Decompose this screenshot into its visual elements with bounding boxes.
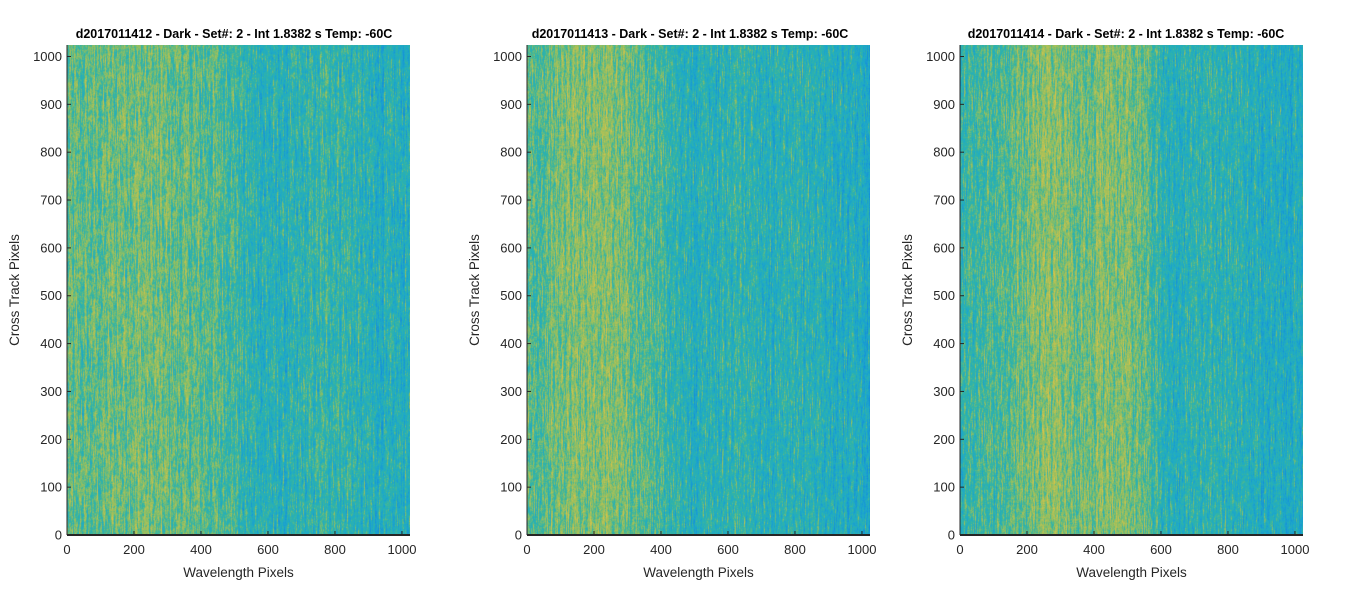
chart-title: d2017011413 - Dark - Set#: 2 - Int 1.838… — [531, 27, 849, 41]
y-tick-label: 500 — [500, 288, 522, 303]
y-tick-label: 300 — [40, 384, 62, 399]
x-tick-label: 600 — [717, 542, 739, 557]
chart-title: d2017011414 - Dark - Set#: 2 - Int 1.838… — [967, 27, 1285, 41]
heatmap-panel-3: d2017011414 - Dark - Set#: 2 - Int 1.838… — [900, 0, 1350, 600]
y-tick-label: 400 — [933, 336, 955, 351]
y-axis-label: Cross Track Pixels — [900, 234, 915, 346]
y-tick-label: 900 — [500, 97, 522, 112]
y-tick-label: 900 — [40, 97, 62, 112]
heatmap-image — [527, 45, 870, 535]
y-tick-label: 200 — [933, 432, 955, 447]
x-tick-label: 1000 — [848, 542, 877, 557]
heatmap-image — [960, 45, 1303, 535]
y-tick-label: 200 — [500, 432, 522, 447]
x-tick-label: 200 — [583, 542, 605, 557]
y-tick-label: 0 — [55, 528, 62, 543]
x-axis-label: Wavelength Pixels — [643, 565, 754, 580]
y-tick-label: 700 — [933, 193, 955, 208]
y-tick-label: 700 — [500, 193, 522, 208]
heatmap-panel-2: d2017011413 - Dark - Set#: 2 - Int 1.838… — [460, 0, 900, 600]
heatmap-axes: 0 200 400 600 800 1000 0 100 200 300 400 500 600 700 8… — [467, 45, 877, 580]
y-tick-label: 0 — [515, 528, 522, 543]
y-tick-label: 800 — [933, 145, 955, 160]
chart-title: d2017011412 - Dark - Set#: 2 - Int 1.838… — [75, 27, 393, 41]
y-tick-label: 600 — [933, 240, 955, 255]
x-tick-label: 1000 — [388, 542, 417, 557]
heatmap-image — [67, 45, 410, 535]
y-tick-label: 100 — [933, 480, 955, 495]
y-axis-label: Cross Track Pixels — [467, 234, 482, 346]
y-tick-label: 800 — [40, 145, 62, 160]
x-tick-label: 0 — [523, 542, 530, 557]
y-tick-label: 500 — [933, 288, 955, 303]
x-axis-label: Wavelength Pixels — [1076, 565, 1187, 580]
x-tick-label: 400 — [190, 542, 212, 557]
y-tick-label: 300 — [933, 384, 955, 399]
y-tick-label: 900 — [933, 97, 955, 112]
x-tick-label: 800 — [1217, 542, 1239, 557]
y-tick-label: 500 — [40, 288, 62, 303]
x-tick-label: 600 — [1150, 542, 1172, 557]
y-tick-label: 0 — [948, 528, 955, 543]
x-tick-label: 0 — [956, 542, 963, 557]
x-tick-label: 600 — [257, 542, 279, 557]
x-tick-label: 200 — [123, 542, 145, 557]
y-tick-label: 100 — [500, 480, 522, 495]
y-tick-label: 400 — [500, 336, 522, 351]
y-tick-label: 600 — [500, 240, 522, 255]
y-tick-label: 200 — [40, 432, 62, 447]
heatmap-axes: 0 200 400 600 800 1000 0 100 200 300 400 500 600 700 8… — [900, 45, 1310, 580]
y-tick-label: 1000 — [493, 49, 522, 64]
x-tick-label: 1000 — [1281, 542, 1310, 557]
x-tick-label: 800 — [784, 542, 806, 557]
y-tick-label: 300 — [500, 384, 522, 399]
y-tick-label: 600 — [40, 240, 62, 255]
y-tick-label: 400 — [40, 336, 62, 351]
heatmap-axes: 0 200 400 600 800 1000 0 100 200 300 400 500 600 700 8… — [7, 45, 417, 580]
x-tick-label: 400 — [650, 542, 672, 557]
y-tick-label: 1000 — [33, 49, 62, 64]
y-tick-label: 700 — [40, 193, 62, 208]
x-tick-label: 800 — [324, 542, 346, 557]
y-tick-label: 800 — [500, 145, 522, 160]
x-tick-label: 0 — [63, 542, 70, 557]
x-tick-label: 400 — [1083, 542, 1105, 557]
y-tick-label: 100 — [40, 480, 62, 495]
heatmap-panel-1: d2017011412 - Dark - Set#: 2 - Int 1.838… — [0, 0, 460, 600]
y-axis-label: Cross Track Pixels — [7, 234, 22, 346]
x-tick-label: 200 — [1016, 542, 1038, 557]
y-tick-label: 1000 — [926, 49, 955, 64]
x-axis-label: Wavelength Pixels — [183, 565, 294, 580]
